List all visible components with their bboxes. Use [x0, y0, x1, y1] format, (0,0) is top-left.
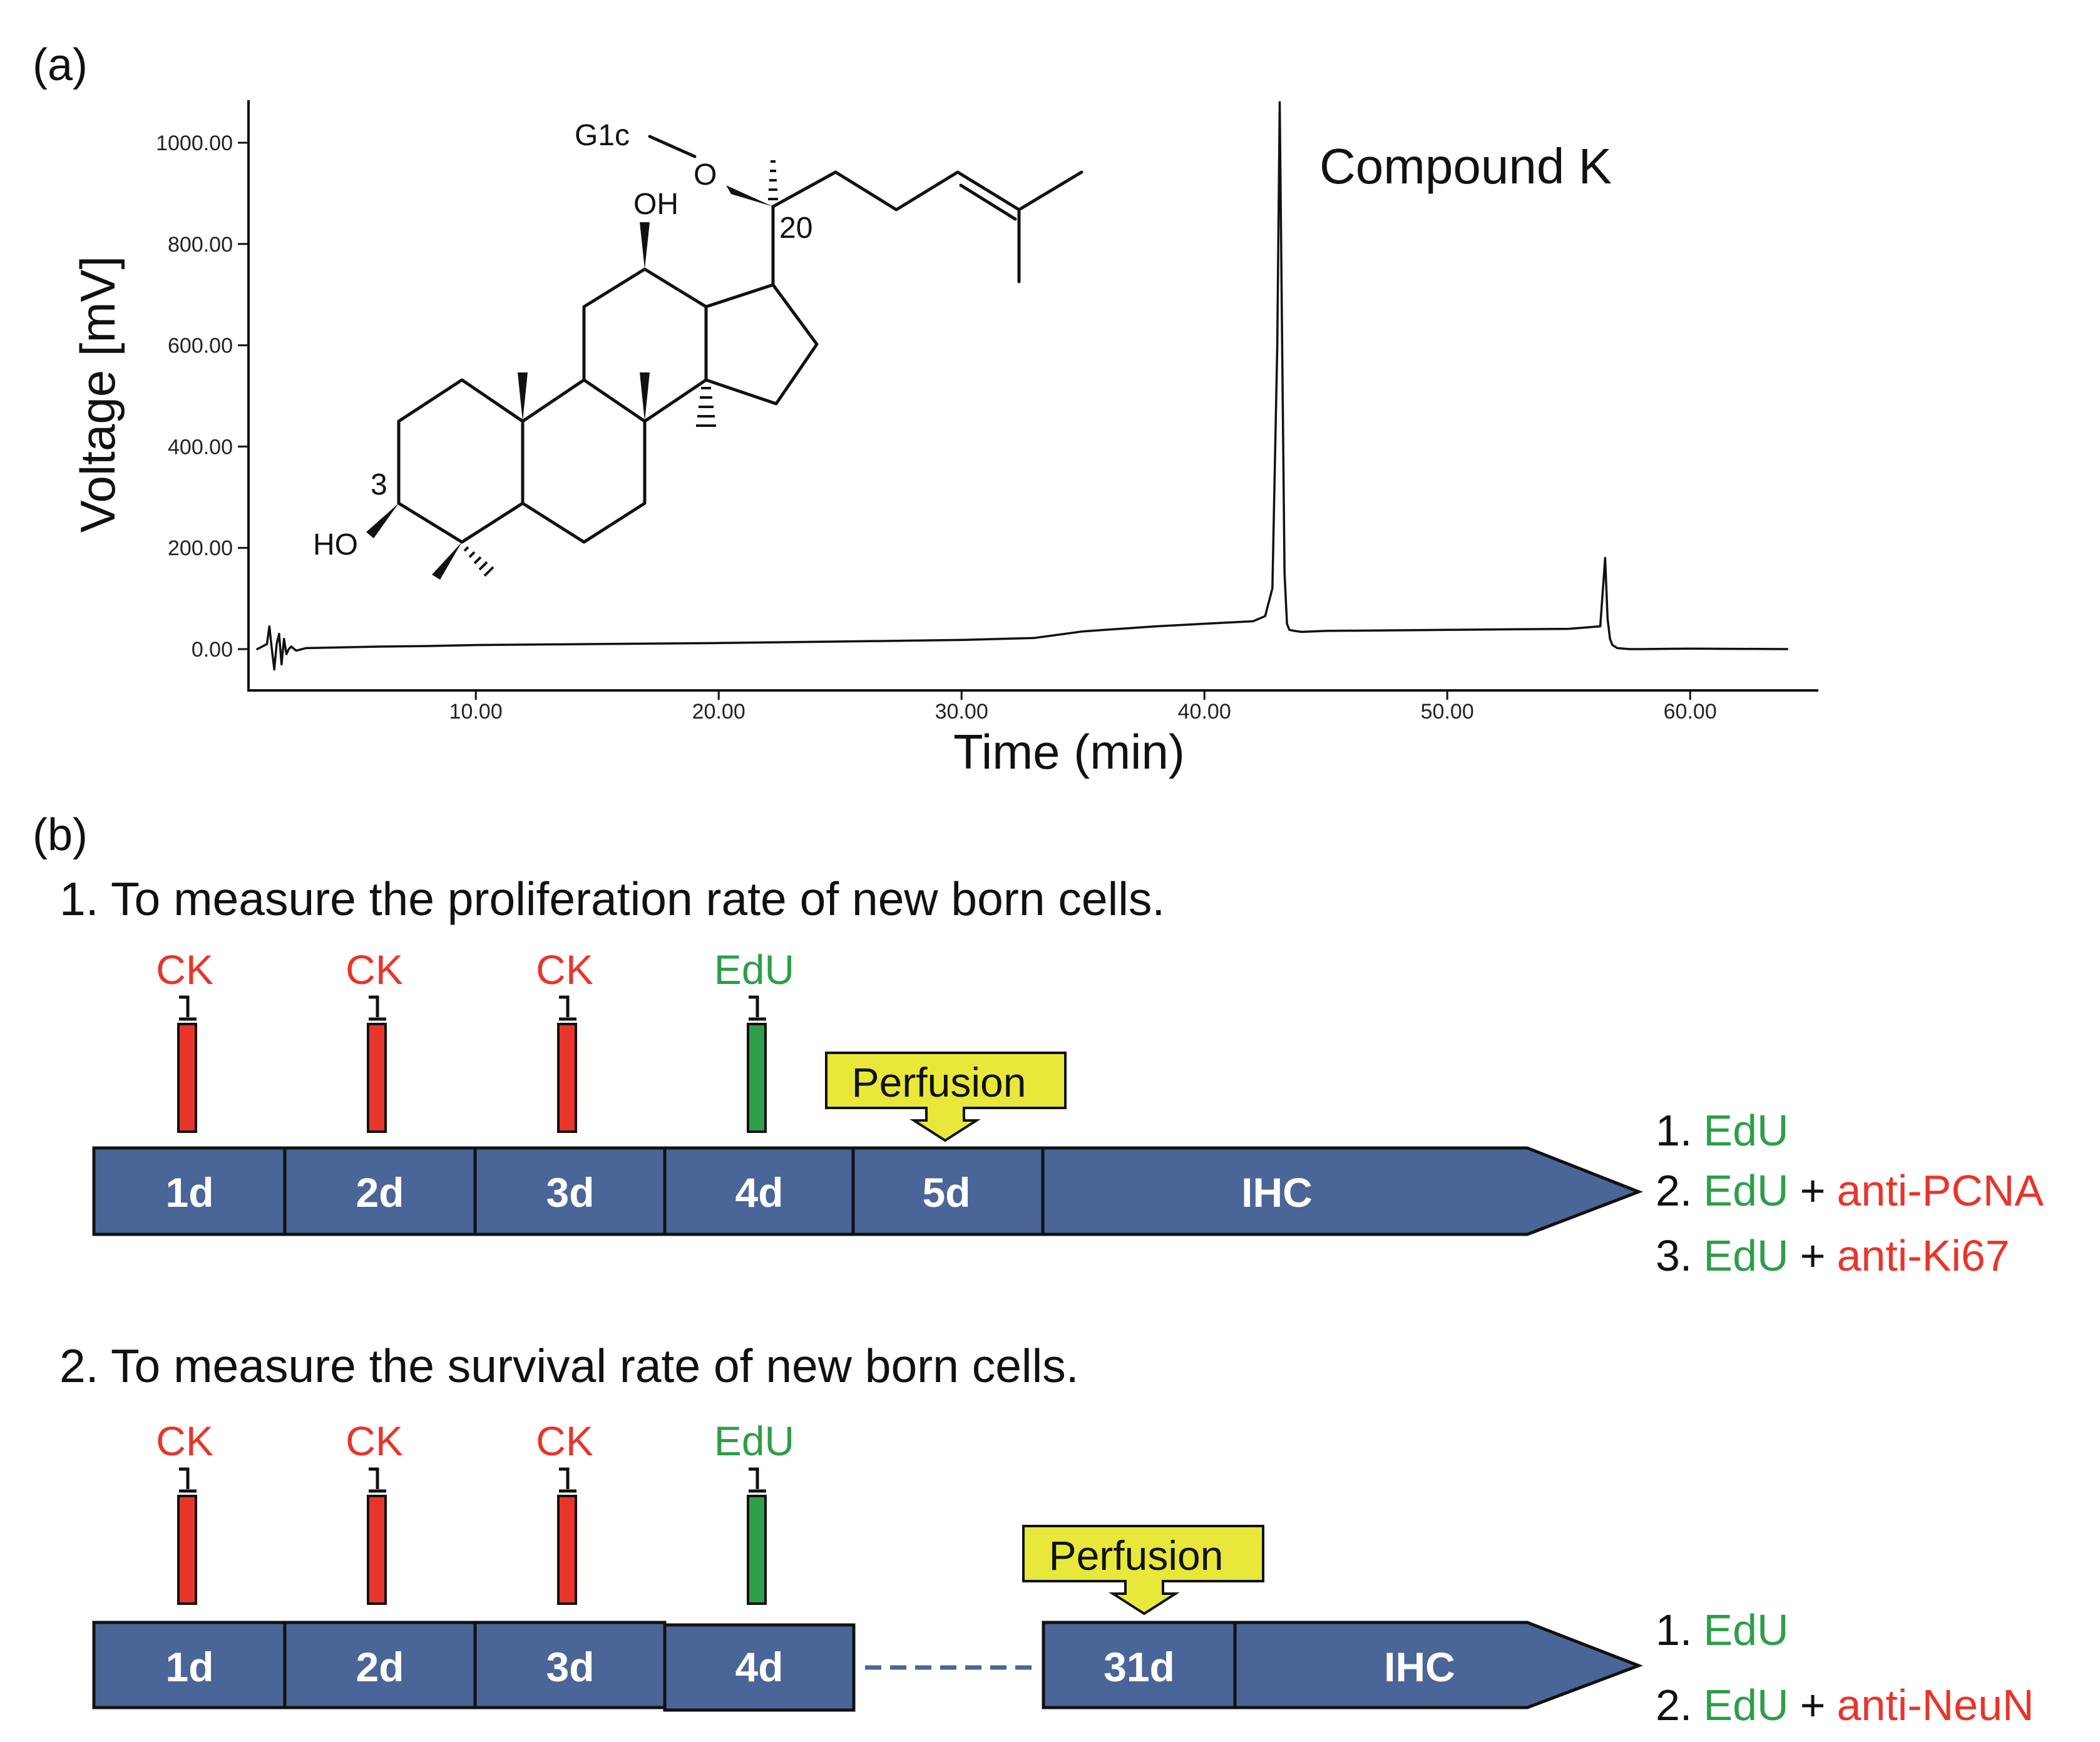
c10-methyl-wedge: [518, 372, 528, 421]
day-3d: 3d: [546, 1169, 594, 1216]
result-2-1: 1. EdU: [1656, 1606, 1789, 1654]
result-1-3: 3. EdU + anti-Ki67: [1656, 1231, 2010, 1280]
oh-label: OH: [633, 188, 679, 221]
c20-label: 20: [779, 212, 812, 245]
ring-a: [397, 378, 525, 544]
y-tick-label: 200.00: [168, 536, 233, 560]
injection-label-6: CK: [346, 1418, 403, 1464]
c14-methyl-hash: [696, 387, 716, 427]
protocol-1-heading: 1. To measure the proliferation rate of …: [59, 873, 1165, 925]
result-1-1: 1. EdU: [1656, 1106, 1789, 1155]
x-tick-label: 30.00: [935, 700, 988, 724]
c12-oh-wedge: [640, 222, 650, 269]
ho-label: HO: [313, 528, 358, 561]
side-chain-double-bond: [959, 183, 1017, 221]
ihc-label: IHC: [1241, 1169, 1313, 1216]
day-4d-2: 4d: [735, 1644, 783, 1690]
syringe-8: [747, 1467, 767, 1605]
c20-methyl-hash: [768, 160, 778, 200]
injection-label-2: CK: [346, 946, 403, 993]
day-1d-2: 1d: [165, 1644, 213, 1690]
ihc-label-2: IHC: [1384, 1644, 1455, 1690]
syringe-1: [177, 995, 197, 1133]
protocol-2: 2. To measure the survival rate of new b…: [59, 1340, 2034, 1729]
c4-methyl-hash: [463, 546, 494, 577]
panel-a-label: (a): [33, 40, 88, 90]
side-chain: [771, 170, 1083, 212]
perfusion-callout-1: Perfusion: [825, 1052, 1067, 1142]
compound-k-structure: G1c O OH 20 3 HO: [313, 119, 1083, 580]
injection-label-8: EdU: [714, 1418, 794, 1464]
x-ticks: 10.00 20.00 30.00 40.00 50.00 60.00: [449, 690, 1717, 724]
x-tick-label: 40.00: [1178, 700, 1231, 724]
syringe-2: [367, 995, 387, 1133]
perfusion-label-2: Perfusion: [1049, 1532, 1224, 1579]
syringe-6: [367, 1467, 387, 1605]
y-ticks: 0.00 200.00 400.00 600.00 800.00 1000.00: [156, 131, 248, 662]
injection-label-7: CK: [536, 1418, 593, 1464]
syringe-5: [177, 1467, 197, 1605]
c3-label: 3: [371, 468, 387, 501]
ring-d: [704, 283, 819, 406]
chromatogram-trace: [256, 101, 1789, 671]
y-tick-label: 400.00: [168, 435, 233, 459]
glc-label: G1c: [575, 119, 630, 152]
day-2d-2: 2d: [356, 1644, 404, 1690]
syringe-7: [557, 1467, 577, 1605]
panel-b-label: (b): [33, 810, 88, 860]
c8-methyl-wedge: [640, 372, 650, 421]
syringe-3: [557, 995, 577, 1133]
compound-k-annotation: Compound K: [1319, 138, 1612, 194]
day-5d: 5d: [922, 1169, 970, 1216]
day-1d: 1d: [165, 1169, 213, 1216]
perfusion-label-1: Perfusion: [852, 1059, 1027, 1105]
o-glc-bond: [648, 135, 697, 158]
o-label: O: [694, 158, 717, 192]
protocol-1: 1. To measure the proliferation rate of …: [59, 873, 2044, 1280]
x-tick-label: 60.00: [1664, 700, 1717, 724]
x-tick-label: 10.00: [449, 700, 503, 724]
protocol-2-heading: 2. To measure the survival rate of new b…: [59, 1340, 1079, 1392]
x-tick-label: 20.00: [692, 700, 745, 724]
y-tick-label: 0.00: [192, 638, 233, 662]
injection-label-5: CK: [156, 1418, 213, 1464]
x-tick-label: 50.00: [1421, 700, 1474, 724]
y-tick-label: 1000.00: [156, 131, 233, 155]
injection-label-4: EdU: [714, 946, 794, 993]
result-2-2: 2. EdU + anti-NeuN: [1656, 1681, 2034, 1729]
y-tick-label: 600.00: [168, 334, 233, 358]
result-1-2: 2. EdU + anti-PCNA: [1656, 1166, 2044, 1215]
ring-c: [582, 267, 708, 423]
timeline-2: 1d 2d 3d 4d 31d IHC: [92, 1621, 1644, 1712]
day-31d: 31d: [1104, 1644, 1175, 1690]
day-4d: 4d: [735, 1169, 783, 1216]
c4-methyl-wedge: [432, 542, 462, 580]
y-tick-label: 800.00: [168, 233, 233, 257]
timeline-1: 1d 2d 3d 4d 5d IHC: [92, 1146, 1643, 1236]
day-2d: 2d: [356, 1169, 404, 1216]
injection-label-3: CK: [536, 946, 593, 993]
x-axis-label: Time (min): [953, 724, 1185, 779]
day-3d-2: 3d: [546, 1644, 594, 1690]
c20-o-wedge: [726, 185, 773, 207]
perfusion-callout-2: Perfusion: [1022, 1525, 1264, 1616]
chromatogram-chart: 0.00 200.00 400.00 600.00 800.00 1000.00 10.0…: [70, 100, 1818, 779]
injection-label-1: CK: [156, 946, 213, 993]
c3-oh-wedge: [366, 503, 399, 538]
syringe-4: [747, 995, 767, 1133]
ring-b: [521, 378, 647, 544]
y-axis-label: Voltage [mV]: [70, 256, 125, 533]
